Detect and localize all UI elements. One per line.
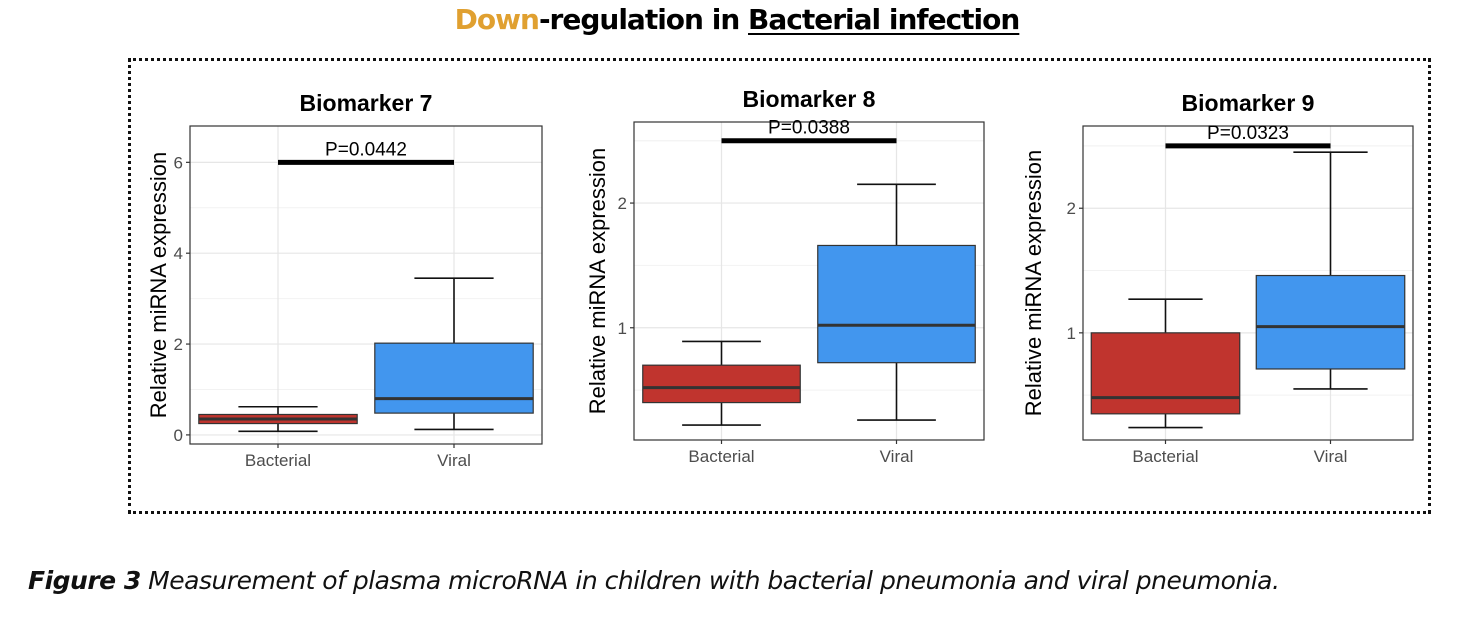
x-tick-label: Viral (1314, 447, 1348, 466)
headline-accent-word: Down (454, 3, 540, 36)
y-tick-label: 1 (618, 319, 627, 338)
box-viral (374, 342, 534, 414)
chart-panel-3: 1 2 Bacterial Viral P=0.0323 Biomarker 9 Relat… (1021, 90, 1414, 466)
p-value-label: P=0.0442 (325, 139, 407, 160)
y-tick-label: 2 (618, 194, 627, 213)
chart-title: Biomarker 7 (300, 90, 433, 116)
x-tick-label: Viral (880, 447, 914, 466)
y-tick-label: 6 (174, 153, 183, 172)
y-tick-label: 2 (174, 335, 183, 354)
box-bacterial (1090, 332, 1241, 415)
box-viral (817, 244, 976, 364)
figure-caption: Figure 3 Measurement of plasma microRNA … (28, 566, 1280, 595)
figure-headline: Down-regulation in Bacterial infection (0, 0, 1474, 40)
caption-label: Figure 3 (28, 566, 141, 595)
x-tick-label: Viral (437, 451, 471, 470)
y-tick-label: 2 (1067, 199, 1076, 218)
chart-panel-2: 1 2 Bacterial Viral P=0.0388 Biomarker 8 Relat… (585, 86, 985, 466)
plot-border (1082, 125, 1414, 441)
plot-border (633, 121, 985, 441)
p-value-label: P=0.0323 (1207, 123, 1289, 144)
plot-border (189, 125, 543, 445)
chart-title: Biomarker 8 (743, 86, 876, 112)
p-value-label: P=0.0388 (768, 118, 850, 139)
chart-panel-1: 0 2 4 6 Bacterial Viral P=0.0442 Biomarker 7 Rel… (146, 90, 543, 470)
y-tick-label: 0 (174, 426, 183, 445)
x-tick-label: Bacterial (1132, 447, 1198, 466)
caption-text: Measurement of plasma microRNA in childr… (140, 566, 1280, 595)
box-bacterial (642, 364, 801, 404)
y-axis-label: Relative miRNA expression (146, 152, 171, 419)
headline-middle-text: -regulation in (538, 3, 749, 36)
y-axis-label: Relative miRNA expression (1021, 150, 1046, 417)
x-tick-label: Bacterial (245, 451, 311, 470)
y-axis-label: Relative miRNA expression (585, 148, 610, 415)
y-tick-label: 1 (1067, 324, 1076, 343)
box-viral (1255, 274, 1406, 370)
dotted-frame (128, 58, 1431, 514)
chart-title: Biomarker 9 (1182, 90, 1315, 116)
y-tick-label: 4 (174, 244, 183, 263)
x-tick-label: Bacterial (688, 447, 754, 466)
headline-underlined-text: Bacterial infection (748, 3, 1020, 36)
